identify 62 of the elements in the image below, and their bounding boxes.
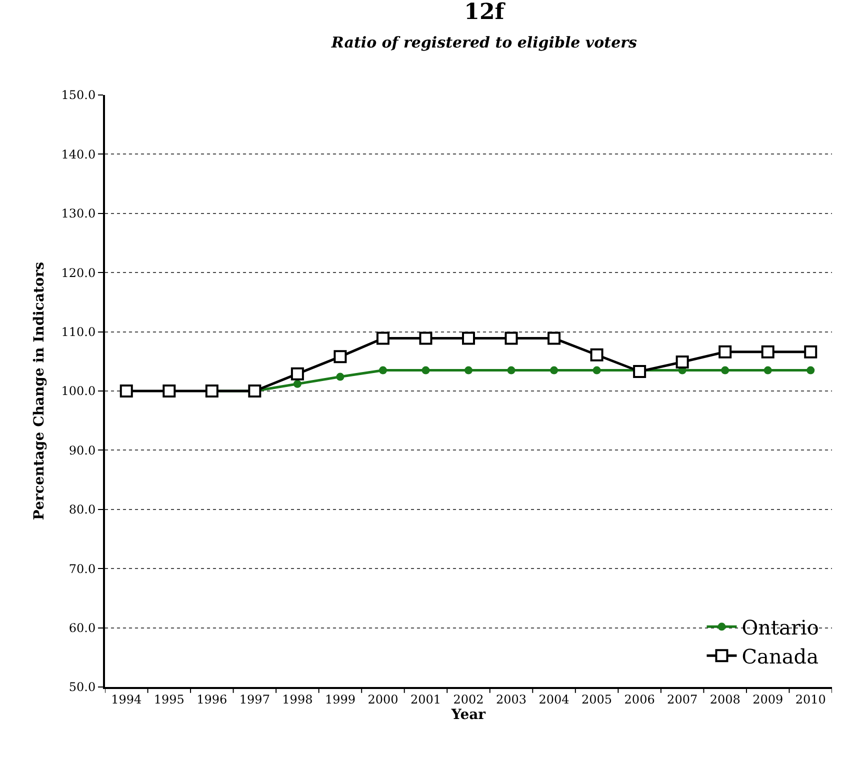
point: [419, 332, 432, 345]
point: [718, 345, 732, 358]
point: [804, 345, 818, 358]
point: [504, 332, 518, 345]
y-tick-label: 110.0: [61, 325, 96, 339]
point: [422, 366, 430, 374]
y-tick-label: 130.0: [61, 206, 96, 221]
point: [548, 332, 561, 345]
point: [336, 372, 344, 381]
x-tick-label: 2008: [710, 692, 740, 706]
point: [120, 384, 133, 398]
y-tick-label: 80.0: [68, 502, 96, 517]
y-tick-label: 70.0: [68, 562, 96, 576]
point: [592, 366, 601, 374]
point: [293, 380, 302, 388]
point: [507, 366, 516, 374]
point: [761, 345, 774, 358]
chart-title: 12f: [464, 0, 506, 25]
point: [378, 366, 387, 374]
y-axis-title: Percentage Change in Indicators: [31, 262, 48, 520]
x-tick-label: 2005: [582, 692, 612, 706]
x-tick-label: 1999: [324, 692, 356, 706]
x-tick-label: 2003: [496, 692, 527, 706]
x-tick-label: 1998: [282, 692, 313, 706]
legend-label: Ontario: [742, 615, 819, 640]
point: [290, 367, 304, 380]
point: [462, 332, 475, 345]
y-tick-label: 120.0: [61, 266, 96, 280]
x-tick-label: 1994: [111, 692, 142, 706]
x-tick-label: 2007: [667, 692, 698, 706]
x-tick-label: 2002: [453, 692, 484, 706]
x-tick-label: 2001: [410, 692, 442, 706]
point: [162, 384, 176, 398]
point: [806, 366, 815, 374]
point: [334, 350, 347, 364]
y-tick-label: 60.0: [68, 621, 96, 635]
x-tick-label: 2004: [538, 692, 570, 706]
point: [464, 366, 472, 374]
point: [633, 364, 646, 378]
x-axis-title: Year: [450, 707, 486, 724]
y-tick-label: 140.0: [61, 147, 96, 162]
y-tick-label: 150.0: [61, 88, 96, 102]
x-tick-label: 1995: [154, 692, 184, 706]
x-tick-label: 2010: [795, 692, 826, 706]
y-tick-label: 100.0: [61, 384, 96, 398]
point: [590, 348, 604, 362]
legend-label: Canada: [742, 644, 819, 668]
y-tick-label: 50.0: [68, 680, 96, 694]
x-tick-label: 1997: [239, 692, 270, 706]
x-tick-label: 2009: [752, 692, 784, 706]
point: [205, 384, 218, 398]
point: [764, 366, 772, 374]
y-tick-label: 90.0: [68, 443, 96, 458]
point: [376, 332, 390, 345]
x-tick-label: 2000: [368, 692, 398, 706]
point: [248, 384, 262, 398]
point: [550, 366, 558, 374]
chart-subtitle: Ratio of registered to eligible voters: [330, 34, 638, 52]
point: [721, 366, 730, 374]
point: [676, 355, 689, 368]
x-tick-label: 1996: [196, 692, 228, 706]
x-tick-label: 2006: [624, 692, 655, 706]
